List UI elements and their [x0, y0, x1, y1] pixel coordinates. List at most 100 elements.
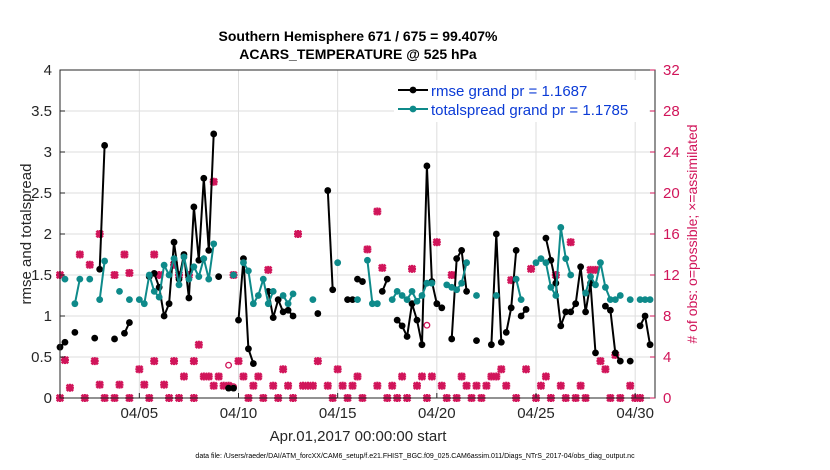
assimilated-obs-marker — [283, 381, 293, 390]
rmse-line — [326, 190, 334, 290]
assimilated-obs-marker — [566, 238, 575, 247]
totalspread-point — [636, 296, 644, 303]
assimilated-obs-marker — [214, 372, 223, 381]
totalspread-point — [606, 296, 614, 303]
y2-tick-label: 12 — [663, 267, 680, 284]
rmse-point — [165, 300, 173, 308]
x-tick-label: 04/10 — [220, 405, 258, 422]
y-tick-label: 3 — [44, 144, 52, 161]
totalspread-point — [453, 286, 461, 294]
totalspread-point — [393, 288, 401, 295]
totalspread-point — [140, 300, 148, 308]
totalspread-point — [165, 271, 173, 279]
rmse-point — [502, 329, 510, 336]
totalspread-point — [195, 273, 203, 281]
assimilated-obs-marker — [254, 372, 263, 381]
assimilated-obs-marker — [626, 381, 635, 390]
totalspread-point — [254, 292, 262, 299]
totalspread-point — [101, 257, 109, 265]
rmse-point — [423, 162, 431, 170]
totalspread-point — [210, 240, 218, 248]
rmse-point — [314, 310, 322, 317]
assimilated-obs-marker — [189, 356, 198, 366]
rmse-line — [98, 145, 106, 270]
rmse-point — [205, 247, 213, 254]
assimilated-obs-marker — [521, 365, 531, 374]
chart-subtitle: ACARS_TEMPERATURE @ 525 hPa — [239, 46, 477, 62]
totalspread-point — [398, 292, 406, 299]
totalspread-point — [403, 296, 411, 303]
rmse-point — [606, 306, 614, 314]
totalspread-point — [552, 292, 560, 299]
totalspread-point — [388, 296, 396, 303]
rmse-point — [641, 312, 649, 320]
rmse-point — [378, 288, 386, 295]
rmse-point — [101, 142, 109, 149]
assimilated-obs-marker — [264, 265, 273, 274]
possible-obs-marker — [423, 321, 431, 329]
totalspread-point — [418, 292, 426, 299]
series-layer — [56, 130, 654, 392]
rmse-point — [249, 360, 257, 367]
y-tick-label: 0 — [44, 390, 52, 407]
rmse-point — [289, 312, 297, 320]
legend: rmse grand pr = 1.1687 totalspread grand… — [394, 80, 649, 122]
rmse-point — [359, 278, 366, 285]
assimilated-obs-marker — [536, 381, 546, 390]
rmse-point — [170, 238, 178, 246]
x-tick-label: 04/05 — [121, 405, 159, 422]
legend-label-totalspread: totalspread grand pr = 1.1785 — [431, 102, 628, 119]
assimilated-obs-marker — [333, 365, 342, 374]
totalspread-point — [611, 296, 619, 303]
assimilated-obs-marker — [437, 381, 446, 390]
rmse-point — [473, 337, 480, 344]
assimilated-obs-marker — [115, 380, 124, 389]
assimilated-obs-marker — [150, 250, 159, 259]
assimilated-obs-marker — [75, 250, 84, 259]
rmse-point — [96, 265, 104, 273]
rmse-point — [225, 384, 232, 392]
y2-tick-label: 4 — [663, 349, 671, 366]
assimilated-obs-marker — [150, 356, 159, 366]
rmse-point — [393, 316, 401, 324]
y-tick-label: 2 — [44, 226, 52, 243]
assimilated-obs-marker — [378, 263, 387, 272]
totalspread-point — [245, 267, 252, 275]
assimilated-obs-marker — [482, 381, 491, 390]
totalspread-point — [537, 255, 545, 262]
y-axis-label: rmse and totalspread — [18, 164, 35, 305]
totalspread-point — [373, 300, 381, 308]
rmse-point — [626, 357, 634, 365]
totalspread-point — [567, 271, 575, 279]
y-tick-label: 1.5 — [31, 267, 52, 284]
rmse-point — [274, 296, 282, 303]
assimilated-obs-marker — [502, 381, 511, 390]
y2-tick-label: 8 — [663, 308, 671, 325]
assimilated-obs-marker — [492, 372, 501, 381]
totalspread-point — [289, 290, 297, 298]
totalspread-point — [458, 279, 466, 287]
rmse-point — [562, 308, 570, 316]
totalspread-point — [205, 275, 213, 283]
rmse-point — [329, 286, 337, 294]
totalspread-line — [73, 278, 81, 304]
assimilated-obs-marker — [373, 207, 382, 216]
assimilated-obs-marker — [353, 372, 362, 381]
totalspread-point — [542, 259, 550, 267]
totalspread-point — [116, 288, 123, 295]
totalspread-point — [532, 259, 540, 267]
x-tick-label: 04/25 — [517, 405, 555, 422]
y2-tick-label: 0 — [663, 390, 671, 407]
assimilated-obs-marker — [398, 372, 407, 381]
assimilated-obs-marker — [120, 250, 129, 259]
totalspread-point — [190, 263, 198, 271]
rmse-point — [269, 314, 277, 322]
totalspread-point — [473, 292, 480, 299]
assimilated-obs-marker — [407, 264, 417, 273]
assimilated-obs-marker — [293, 229, 303, 239]
totalspread-point — [249, 300, 257, 308]
assimilated-obs-marker — [457, 372, 466, 381]
totalspread-point — [646, 296, 654, 303]
totalspread-point — [269, 288, 277, 295]
assimilated-obs-marker — [556, 381, 565, 390]
